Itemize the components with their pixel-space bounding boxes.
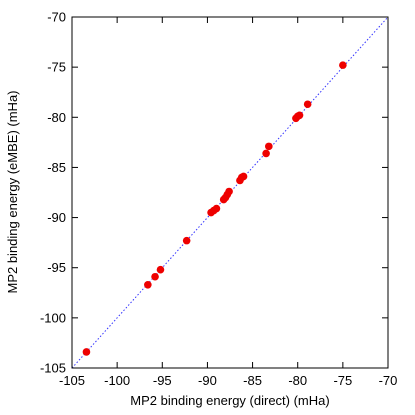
y-tick-label: -105 [40,361,66,376]
x-tick-label: -90 [198,373,217,388]
y-tick-label: -80 [47,110,66,125]
x-tick-label: -105 [59,373,85,388]
x-tick-label: -85 [243,373,262,388]
y-tick-label: -95 [47,260,66,275]
y-tick-label: -75 [47,60,66,75]
plot-frame [71,16,389,369]
y-tick-label: -100 [40,310,66,325]
data-point [239,172,248,181]
y-tick-label: -85 [47,160,66,175]
tick-labels-layer: -105 -100 -95 -90 -85 -80 -75 -70 -105 -100 -95 -90… [40,10,397,389]
x-axis-title: MP2 binding energy (direct) (mHa) [130,393,329,408]
x-tick-label: -70 [379,373,398,388]
data-point [151,272,159,281]
data-point [156,265,165,274]
data-point [82,348,91,356]
data-point [212,204,221,213]
y-tick-label: -90 [47,210,66,225]
data-point [295,111,304,120]
data-point [225,187,233,196]
x-tick-label: -75 [333,373,352,388]
data-point [182,236,191,245]
data-point [262,149,270,158]
x-tick-label: -95 [153,373,172,388]
data-point [265,142,273,151]
data-point [144,280,152,289]
data-point [339,61,347,69]
x-tick-label: -80 [288,373,307,388]
points-layer [82,61,347,356]
data-point [303,100,312,109]
y-tick-label: -70 [47,10,66,25]
x-tick-label: -100 [104,373,130,388]
y-axis-title: MP2 binding energy (eMBE) (mHa) [5,90,20,293]
